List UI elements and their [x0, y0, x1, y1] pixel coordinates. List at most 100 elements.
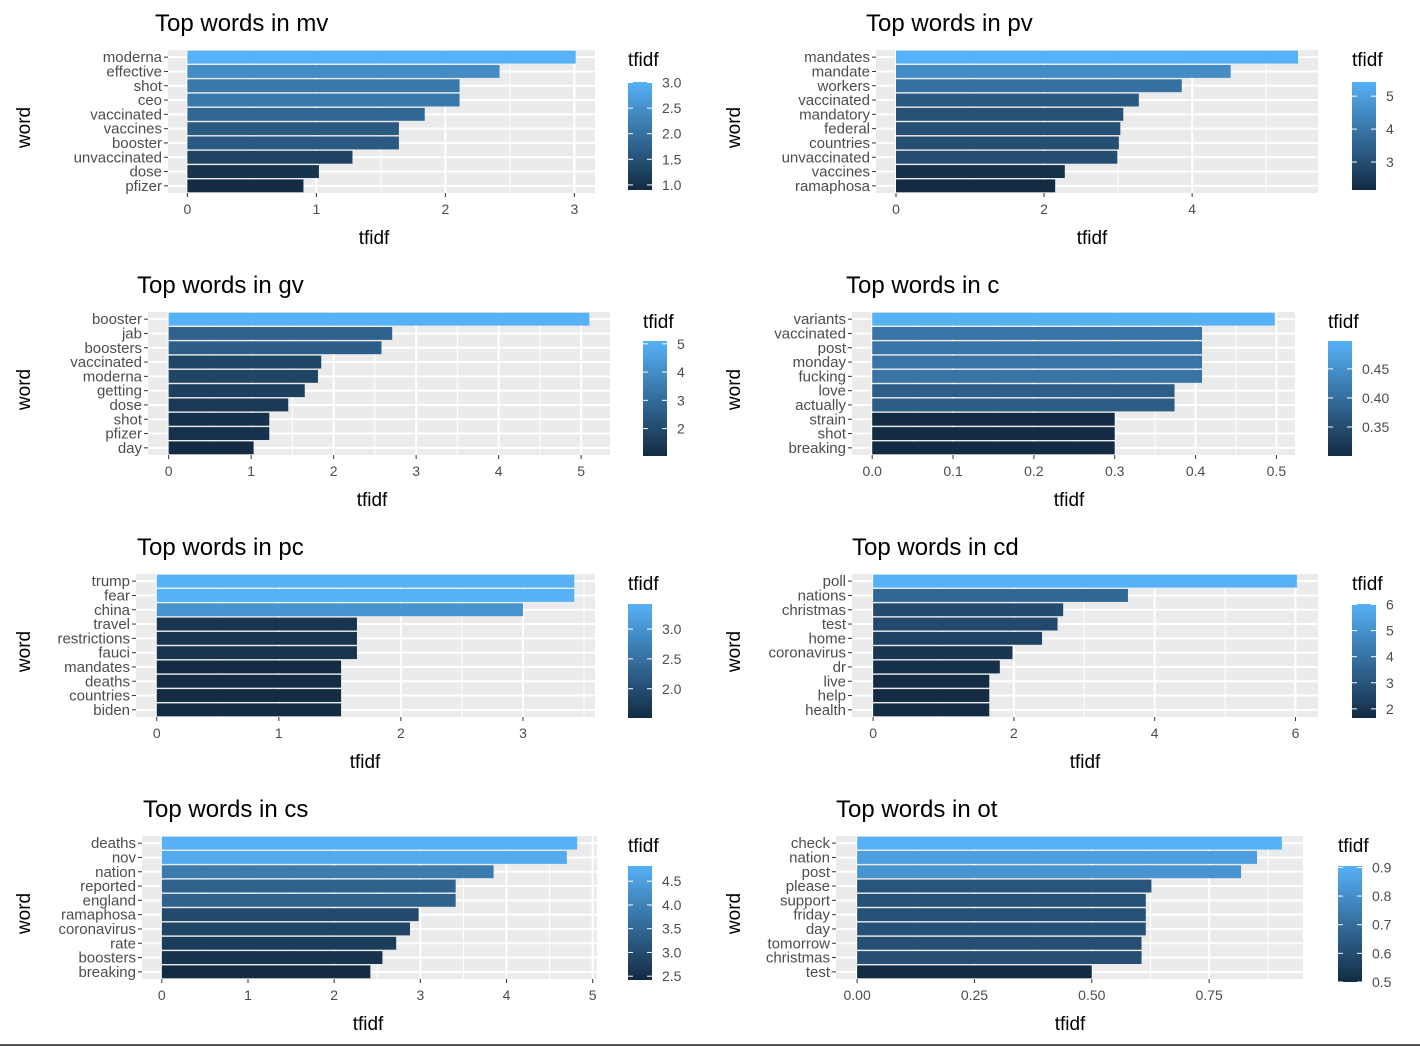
bar-tomorrow [857, 936, 1142, 950]
bar-post [872, 341, 1203, 355]
legend-label: 2.5 [662, 968, 682, 984]
legend-label: 4.5 [662, 873, 682, 889]
bar-dr [873, 660, 1000, 674]
y-tick-label: fauci [98, 645, 130, 662]
y-tick-label: coronavirus [58, 921, 136, 938]
legend-label: 5 [677, 336, 685, 352]
x-tick-label: 1 [247, 463, 255, 479]
y-tick-label: workers [816, 78, 870, 95]
y-tick-label: day [806, 921, 831, 938]
chart-title: Top words in cd [852, 534, 1019, 561]
y-axis-label: word [724, 369, 745, 411]
y-tick-label: biden [93, 702, 130, 719]
bar-nov [161, 851, 567, 864]
y-tick-label: boosters [78, 950, 136, 967]
bar-help [873, 689, 990, 702]
chart-title: Top words in cs [143, 796, 308, 823]
legend-label: 0.8 [1372, 888, 1392, 904]
bar-vaccinated [168, 355, 322, 369]
bar-mandate [895, 65, 1231, 78]
bar-day [168, 441, 254, 455]
bar-vaccinated [872, 327, 1203, 340]
bar-breaking [872, 441, 1115, 455]
y-tick-label: travel [93, 616, 130, 633]
legend-label: 5 [1386, 623, 1394, 639]
bar-boosters [168, 341, 382, 355]
y-tick-label: support [780, 892, 831, 909]
y-tick-label: rate [110, 935, 136, 952]
y-tick-label: fear [104, 587, 130, 604]
bar-please [857, 879, 1152, 893]
y-tick-label: vaccinated [70, 354, 142, 371]
y-tick-label: moderna [103, 49, 163, 66]
bar-moderna [168, 369, 318, 383]
y-tick-label: reported [80, 878, 136, 895]
bar-coronavirus [873, 646, 1013, 660]
y-tick-label: please [786, 878, 830, 895]
y-tick-label: dr [833, 659, 846, 676]
x-axis-label: tfidf [359, 228, 390, 249]
x-tick-label: 5 [589, 987, 597, 1003]
bar-china [156, 603, 523, 617]
y-axis-label: word [724, 893, 745, 935]
y-tick-label: poll [823, 573, 846, 590]
bar-vaccinated [187, 107, 425, 121]
x-tick-label: 2 [330, 463, 338, 479]
y-tick-label: check [791, 835, 831, 852]
legend-label: 4.0 [662, 897, 682, 913]
bar-shot [168, 412, 270, 426]
y-tick-label: mandates [804, 49, 870, 66]
x-tick-label: 0.00 [843, 987, 870, 1003]
bar-restrictions [156, 631, 357, 645]
bar-fear [156, 589, 575, 602]
y-axis-label: word [724, 107, 745, 149]
legend-colorbar [628, 604, 652, 718]
bar-jab [168, 327, 393, 340]
bar-vaccines [895, 165, 1065, 178]
chart-panel-2: mandatesmandateworkersvaccinatedmandator… [724, 10, 1394, 249]
x-tick-label: 0.4 [1186, 463, 1206, 479]
y-tick-label: test [822, 616, 847, 633]
bar-workers [895, 79, 1182, 93]
y-tick-label: trump [92, 573, 130, 590]
bar-love [872, 384, 1175, 398]
y-tick-label: booster [92, 311, 142, 328]
x-tick-label: 0.3 [1105, 463, 1125, 479]
bar-nations [873, 589, 1128, 602]
bar-deaths [156, 674, 342, 688]
y-tick-label: shot [114, 411, 143, 428]
x-tick-label: 0 [153, 725, 161, 741]
legend-label: 3 [677, 392, 685, 408]
y-tick-label: tomorrow [767, 935, 830, 952]
x-tick-label: 0 [892, 201, 900, 217]
y-tick-label: fucking [798, 368, 846, 385]
y-tick-label: vaccinated [774, 325, 846, 342]
legend-label: 0.9 [1372, 859, 1392, 875]
x-tick-label: 4 [1188, 201, 1196, 217]
y-tick-label: home [808, 630, 846, 647]
y-tick-label: monday [793, 354, 847, 371]
legend-colorbar [1352, 604, 1376, 718]
y-tick-label: friday [793, 907, 830, 924]
x-tick-label: 1 [244, 987, 252, 1003]
bar-monday [872, 355, 1203, 369]
bar-nation [857, 851, 1258, 864]
bar-unvaccinated [187, 150, 353, 164]
x-tick-label: 0.25 [961, 987, 988, 1003]
legend-title: tfidf [1328, 312, 1359, 333]
y-axis-label: word [14, 369, 35, 411]
bar-deaths [161, 836, 578, 850]
y-tick-label: shot [818, 426, 847, 443]
y-tick-label: christmas [766, 950, 830, 967]
legend-title: tfidf [628, 50, 659, 71]
chart-panel-5: trumpfearchinatravelrestrictionsfauciman… [14, 534, 682, 773]
chart-panel-4: variantsvaccinatedpostmondayfuckinglovea… [724, 272, 1389, 511]
bar-travel [156, 617, 357, 631]
bar-actually [872, 398, 1175, 412]
x-tick-label: 4 [503, 987, 511, 1003]
y-tick-label: countries [809, 135, 870, 152]
chart-panel-6: pollnationschristmastesthomecoronavirusd… [724, 534, 1394, 773]
bar-rate [161, 936, 397, 950]
x-tick-label: 3 [570, 201, 578, 217]
